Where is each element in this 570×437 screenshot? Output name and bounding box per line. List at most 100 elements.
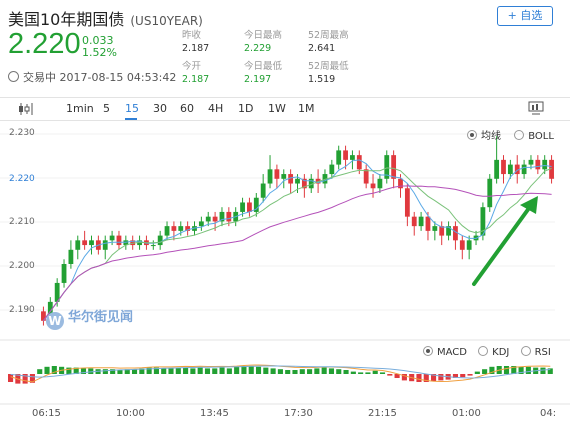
trading-status: 交易中 2017-08-15 04:53:42: [8, 69, 176, 85]
candle-body: [68, 249, 74, 264]
macd-bar: [350, 371, 356, 374]
tab-1d[interactable]: 1D: [238, 102, 254, 115]
macd-bar: [37, 369, 43, 374]
macd-bar: [387, 374, 393, 376]
candle-body: [350, 155, 355, 160]
x-tick: 01:00: [452, 408, 481, 419]
macd-bar: [540, 367, 546, 374]
candle-body: [391, 155, 397, 179]
radio-ma: [467, 130, 477, 140]
candle-body: [288, 174, 294, 184]
macd-bar: [8, 374, 14, 382]
candle-body: [514, 164, 520, 175]
tab-1min[interactable]: 1min: [66, 102, 94, 115]
stat-label: 今开: [182, 61, 202, 72]
macd-bar: [110, 369, 116, 374]
legend-macd-option[interactable]: MACD: [423, 346, 467, 358]
candle-body: [219, 211, 225, 222]
macd-bar: [204, 368, 211, 374]
macd-bar: [379, 372, 386, 374]
radio-boll: [514, 130, 525, 140]
candle-body: [356, 155, 362, 170]
macd-bar: [401, 374, 407, 381]
add-watchlist-button[interactable]: + 自选: [497, 6, 553, 26]
macd-bar: [234, 366, 240, 374]
tab-5[interactable]: 5: [103, 102, 110, 115]
legend-kdj-label: KDJ: [492, 347, 510, 358]
candle-body: [178, 226, 184, 231]
candle-body: [425, 216, 431, 231]
macd-bar: [219, 367, 225, 374]
stat-day-low: 今日最低 2.197: [244, 60, 282, 86]
tab-1w[interactable]: 1W: [268, 102, 286, 115]
macd-bar: [460, 374, 466, 378]
macd-bar: [307, 369, 313, 374]
main-legend: 均线 BOLL: [467, 127, 554, 142]
candle-body: [164, 226, 170, 236]
candlestick-series: [41, 136, 554, 326]
macd-bar: [197, 367, 203, 374]
macd-bar: [51, 366, 57, 374]
macd-bar: [270, 368, 276, 374]
candle-body: [247, 202, 252, 212]
macd-bar: [292, 370, 298, 374]
candle-body: [384, 155, 390, 179]
radio-rsi: [520, 346, 531, 356]
tab-1m[interactable]: 1M: [298, 102, 315, 115]
legend-boll-option[interactable]: BOLL: [514, 130, 554, 142]
macd-bar: [343, 370, 349, 374]
macd-bar: [299, 369, 305, 374]
change-percent: 1.52%: [82, 46, 117, 59]
candle-body: [501, 159, 506, 175]
macd-bar: [124, 369, 130, 374]
candle-body: [116, 235, 122, 246]
tab-15[interactable]: 15: [125, 102, 139, 115]
candle-body: [61, 264, 67, 283]
stat-value: 1.519: [308, 74, 336, 85]
macd-bar: [482, 369, 488, 374]
candle-body: [343, 150, 348, 160]
candle-body: [226, 211, 232, 222]
legend-kdj-option[interactable]: KDJ: [478, 346, 510, 358]
macd-bar: [183, 367, 189, 374]
stat-52w-high: 52周最高 2.641: [308, 29, 349, 55]
screenshot-icon[interactable]: [528, 101, 544, 115]
macd-bar: [474, 371, 480, 374]
candle-body: [41, 311, 46, 321]
tab-60[interactable]: 60: [180, 102, 194, 115]
candlestick-icon[interactable]: [18, 102, 34, 116]
tab-30[interactable]: 30: [153, 102, 167, 115]
candle-body: [418, 216, 424, 227]
macd-bar: [190, 368, 196, 374]
y-tick: 2.210: [9, 217, 35, 227]
legend-boll-label: BOLL: [528, 131, 554, 142]
ma-long-line: [42, 185, 552, 322]
x-tick: 06:15: [32, 408, 61, 419]
stat-day-high: 今日最高 2.229: [244, 29, 282, 55]
legend-macd-label: MACD: [437, 347, 467, 358]
tab-4h[interactable]: 4H: [208, 102, 224, 115]
candle-body: [480, 207, 486, 236]
macd-bar: [73, 367, 79, 374]
macd-bar: [489, 366, 495, 374]
x-tick: 17:30: [284, 408, 313, 419]
candle-body: [363, 169, 369, 184]
candle-body: [404, 188, 410, 217]
candle-body: [446, 226, 451, 236]
instrument-code: (US10YEAR): [130, 14, 203, 28]
macd-bar: [358, 372, 364, 374]
candle-body: [439, 226, 445, 236]
candle-body: [274, 169, 280, 179]
legend-ma-option[interactable]: 均线: [467, 130, 501, 142]
candle-body: [102, 240, 108, 250]
candle-body: [549, 159, 554, 179]
legend-rsi-option[interactable]: RSI: [520, 346, 551, 358]
status-text: 交易中 2017-08-15 04:53:42: [23, 71, 177, 84]
y-tick: 2.220: [9, 174, 35, 184]
macd-bar: [255, 366, 262, 374]
instrument-name: 美国10年期国债: [8, 10, 125, 29]
macd-bar: [131, 369, 138, 374]
candle-body: [295, 178, 300, 184]
candle-body: [212, 216, 218, 222]
